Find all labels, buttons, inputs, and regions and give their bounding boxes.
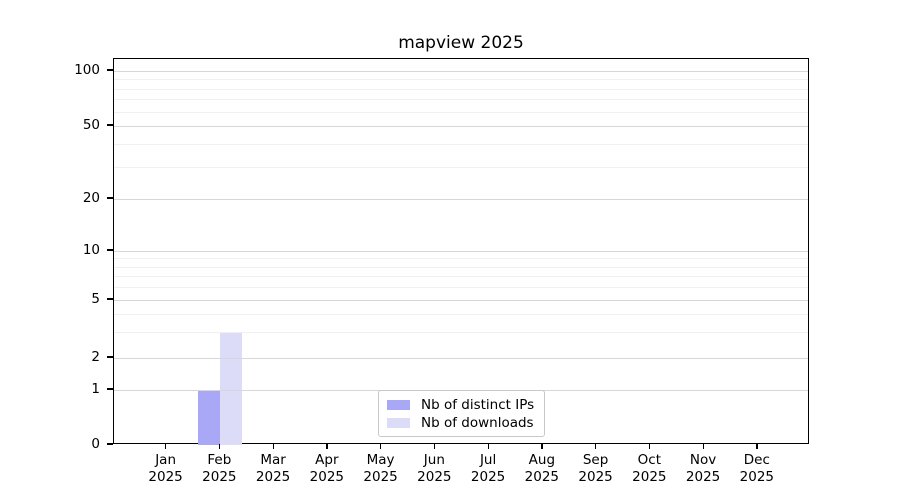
x-tick-label: Jun 2025: [398, 452, 470, 486]
minor-gridline: [114, 79, 808, 81]
minor-gridline: [114, 332, 808, 334]
minor-gridline: [114, 143, 808, 145]
x-tick-month: Mar: [260, 452, 286, 468]
x-tick-month: Jul: [479, 452, 497, 468]
major-gridline: [114, 71, 808, 72]
x-tick-month: May: [366, 452, 395, 468]
minor-gridline: [114, 287, 808, 289]
y-tick-label: 2: [91, 349, 100, 365]
legend-swatch-distinct-ips: [387, 400, 410, 410]
y-tick-label: 1: [91, 381, 100, 397]
legend: Nb of distinct IPs Nb of downloads: [378, 390, 545, 437]
x-tick-label: Sep 2025: [560, 452, 632, 486]
y-tick-label: 50: [82, 117, 100, 133]
x-tick-month: Apr: [315, 452, 339, 468]
x-tick-year: 2025: [255, 469, 291, 485]
x-tick-mark: [218, 444, 221, 449]
y-tick-mark: [107, 249, 113, 251]
x-tick-year: 2025: [524, 469, 560, 485]
x-tick-month: Oct: [637, 452, 662, 468]
legend-swatch-downloads: [387, 418, 410, 428]
x-tick-mark: [595, 444, 597, 449]
y-tick-label: 10: [82, 242, 100, 258]
x-tick-label: Oct 2025: [613, 452, 685, 486]
x-tick-month: Jan: [155, 452, 176, 468]
minor-gridline: [114, 314, 808, 316]
minor-gridline: [114, 88, 808, 90]
x-tick-mark: [165, 444, 167, 449]
y-tick-label: 100: [74, 62, 100, 78]
y-tick-mark: [107, 443, 113, 445]
x-tick-mark: [702, 444, 704, 449]
plot-area: [113, 58, 809, 445]
x-tick-mark: [326, 444, 328, 449]
minor-gridline: [114, 276, 808, 278]
x-tick-label: Feb 2025: [183, 452, 255, 486]
x-tick-label: Nov 2025: [667, 452, 739, 486]
gridlines-layer: [114, 59, 808, 443]
x-tick-year: 2025: [417, 469, 452, 485]
x-tick-year: 2025: [632, 469, 667, 485]
y-tick-mark: [107, 356, 113, 358]
y-tick-label: 0: [91, 436, 100, 452]
bars-layer: [114, 59, 808, 445]
minor-gridline: [114, 258, 808, 260]
minor-gridline: [114, 111, 808, 113]
x-tick-year: 2025: [470, 469, 506, 485]
chart-title: mapview 2025: [398, 33, 524, 53]
x-tick-mark: [756, 444, 758, 449]
x-tick-mark: [433, 444, 436, 449]
bar-distinct-ips: [198, 390, 221, 445]
x-tick-label: May 2025: [345, 452, 417, 486]
x-tick-year: 2025: [363, 469, 398, 485]
x-tick-label: Apr 2025: [291, 452, 363, 486]
x-tick-year: 2025: [685, 469, 721, 485]
x-tick-year: 2025: [739, 469, 775, 485]
x-tick-label: Jan 2025: [130, 452, 202, 486]
major-gridline: [114, 199, 808, 200]
x-tick-month: Dec: [743, 452, 770, 468]
legend-item-distinct-ips: Nb of distinct IPs: [379, 396, 544, 414]
y-tick-label: 20: [82, 190, 100, 206]
y-tick-mark: [107, 197, 113, 199]
minor-gridline: [114, 166, 808, 168]
x-tick-year: 2025: [202, 469, 237, 485]
x-tick-month: Nov: [689, 452, 717, 468]
minor-gridline: [114, 266, 808, 268]
x-tick-label: Jul 2025: [452, 452, 524, 486]
y-tick-label: 5: [91, 291, 100, 307]
x-tick-label: Mar 2025: [237, 452, 309, 486]
x-tick-year: 2025: [578, 469, 613, 485]
minor-gridline: [114, 99, 808, 101]
x-tick-year: 2025: [148, 469, 183, 485]
legend-label-distinct-ips: Nb of distinct IPs: [421, 397, 535, 413]
legend-label-downloads: Nb of downloads: [421, 415, 534, 431]
y-tick-mark: [107, 298, 113, 300]
x-tick-mark: [272, 444, 274, 449]
y-tick-mark: [107, 69, 113, 71]
x-tick-year: 2025: [309, 469, 345, 485]
x-tick-month: Jun: [423, 452, 445, 468]
x-tick-month: Aug: [528, 452, 556, 468]
x-tick-label: Dec 2025: [721, 452, 793, 486]
major-gridline: [114, 358, 808, 359]
y-tick-mark: [107, 124, 113, 126]
x-tick-mark: [648, 444, 651, 449]
x-tick-label: Aug 2025: [506, 452, 578, 486]
major-gridline: [114, 126, 808, 127]
y-tick-mark: [107, 388, 113, 390]
major-gridline: [114, 251, 808, 252]
x-tick-month: Feb: [207, 452, 232, 468]
x-tick-month: Sep: [582, 452, 609, 468]
legend-item-downloads: Nb of downloads: [379, 414, 544, 432]
x-tick-mark: [541, 444, 543, 449]
major-gridline: [114, 300, 808, 301]
x-tick-mark: [380, 444, 382, 449]
x-tick-mark: [487, 444, 489, 449]
bar-downloads: [220, 332, 243, 445]
